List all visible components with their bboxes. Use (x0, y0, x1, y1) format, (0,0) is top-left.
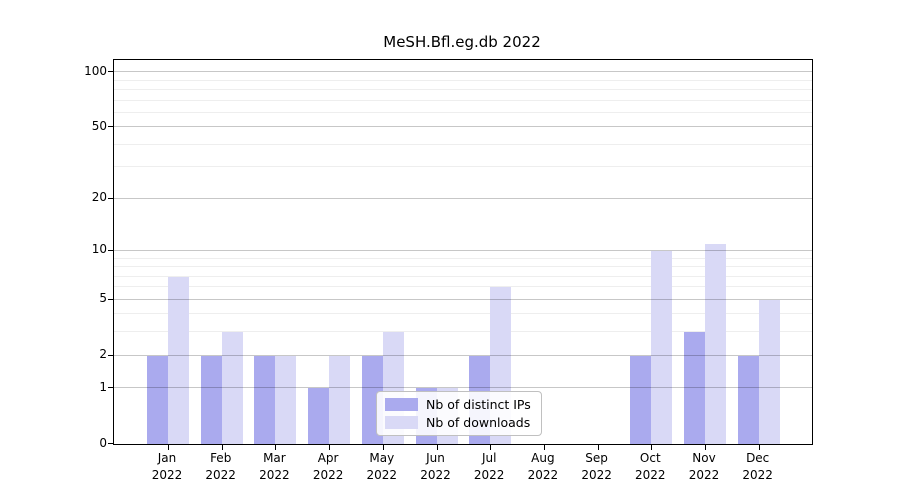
x-axis-tick-label: Feb 2022 (190, 450, 252, 484)
x-axis-tick-label: Jan 2022 (136, 450, 198, 484)
x-tick-mark (705, 445, 706, 450)
x-tick-month: Jan (157, 451, 177, 465)
y-axis-tick-label: 100 (84, 63, 107, 78)
y-tick-mark (108, 443, 113, 444)
y-tick-mark (108, 197, 113, 199)
gridline-major (114, 197, 812, 199)
gridline-minor (114, 99, 812, 101)
y-axis-tick-label: 0 (99, 435, 107, 450)
x-tick-month: Nov (692, 451, 716, 465)
x-tick-month: Apr (317, 451, 339, 465)
gridline-minor (114, 89, 812, 91)
x-tick-mark (597, 445, 599, 450)
x-tick-month: May (369, 451, 395, 465)
gridline-minor (114, 143, 812, 145)
x-tick-mark (329, 445, 331, 450)
x-tick-mark (651, 445, 653, 450)
gridline-major (114, 126, 812, 128)
x-tick-month: Aug (531, 451, 555, 465)
y-axis-tick-label: 10 (91, 242, 107, 257)
x-tick-year: 2022 (635, 468, 666, 482)
bar-downloads (651, 250, 673, 444)
x-axis-tick-label: Apr 2022 (297, 450, 359, 484)
bar-downloads (221, 332, 243, 444)
legend-swatch (385, 398, 418, 411)
y-tick-mark (108, 354, 113, 356)
bar-distinct-ips (200, 355, 222, 444)
x-tick-year: 2022 (742, 468, 773, 482)
y-axis-tick-label: 1 (99, 379, 107, 394)
gridline-minor (114, 166, 812, 168)
x-tick-mark (221, 445, 223, 450)
bar-downloads (168, 276, 189, 444)
x-tick-mark (168, 445, 169, 450)
y-axis-tick-label: 20 (91, 190, 107, 205)
legend-item: Nb of downloads (385, 415, 531, 430)
x-tick-year: 2022 (205, 468, 236, 482)
x-tick-year: 2022 (581, 468, 612, 482)
x-tick-year: 2022 (151, 468, 183, 482)
x-axis-tick-label: Nov 2022 (673, 450, 735, 484)
y-axis-tick-label: 5 (99, 291, 107, 306)
x-tick-month: Jul (481, 451, 497, 465)
bar-downloads (275, 355, 297, 444)
y-tick-mark (108, 249, 113, 251)
x-tick-month: Feb (210, 451, 232, 465)
x-axis-tick-label: Jun 2022 (405, 450, 467, 484)
x-tick-mark (758, 445, 760, 450)
bar-distinct-ips (737, 355, 759, 444)
x-tick-year: 2022 (312, 468, 344, 482)
x-axis-tick-label: May 2022 (351, 450, 413, 484)
x-tick-year: 2022 (366, 468, 398, 482)
x-axis-tick-label: Dec 2022 (727, 450, 789, 484)
x-tick-month: Oct (639, 451, 661, 465)
y-tick-mark (108, 298, 113, 300)
legend-label: Nb of downloads (426, 415, 531, 430)
x-axis-tick-label: Aug 2022 (512, 450, 574, 484)
x-tick-year: 2022 (688, 468, 720, 482)
x-tick-year: 2022 (420, 468, 451, 482)
bar-distinct-ips (630, 355, 652, 444)
x-tick-year: 2022 (259, 468, 290, 482)
bar-downloads (758, 299, 780, 444)
y-axis-tick-label: 50 (91, 118, 107, 133)
x-axis-tick-label: Jul 2022 (458, 450, 520, 484)
y-tick-mark (108, 126, 113, 128)
x-tick-month: Dec (746, 451, 770, 465)
legend-swatch (385, 416, 418, 429)
bar-distinct-ips (308, 388, 330, 444)
bar-distinct-ips (254, 355, 276, 444)
legend-label: Nb of distinct IPs (426, 397, 531, 412)
x-axis-tick-label: Sep 2022 (566, 450, 628, 484)
x-tick-mark (275, 445, 277, 450)
bar-distinct-ips (684, 332, 705, 444)
legend: Nb of distinct IPs Nb of downloads (376, 391, 542, 436)
x-tick-year: 2022 (527, 468, 559, 482)
x-tick-mark (382, 445, 384, 450)
x-tick-month: Mar (263, 451, 286, 465)
x-tick-year: 2022 (473, 468, 505, 482)
x-tick-mark (543, 445, 545, 450)
x-tick-month: Sep (585, 451, 608, 465)
x-tick-mark (490, 445, 492, 450)
chart-title: MeSH.Bfl.eg.db 2022 (383, 33, 541, 51)
y-axis-tick-label: 2 (99, 347, 107, 361)
x-axis-tick-label: Mar 2022 (243, 450, 305, 484)
gridline-minor (114, 79, 812, 81)
gridline-minor (114, 111, 812, 113)
x-tick-month: Jun (426, 451, 445, 465)
plot-area (108, 59, 813, 450)
legend-item: Nb of distinct IPs (385, 397, 531, 412)
bar-downloads (705, 243, 726, 444)
gridline-major (114, 71, 812, 73)
bar-downloads (329, 355, 351, 444)
x-tick-mark (436, 445, 438, 450)
bar-distinct-ips (147, 355, 168, 444)
x-axis-tick-label: Oct 2022 (619, 450, 681, 484)
y-tick-mark (108, 387, 113, 389)
y-tick-mark (108, 71, 113, 73)
